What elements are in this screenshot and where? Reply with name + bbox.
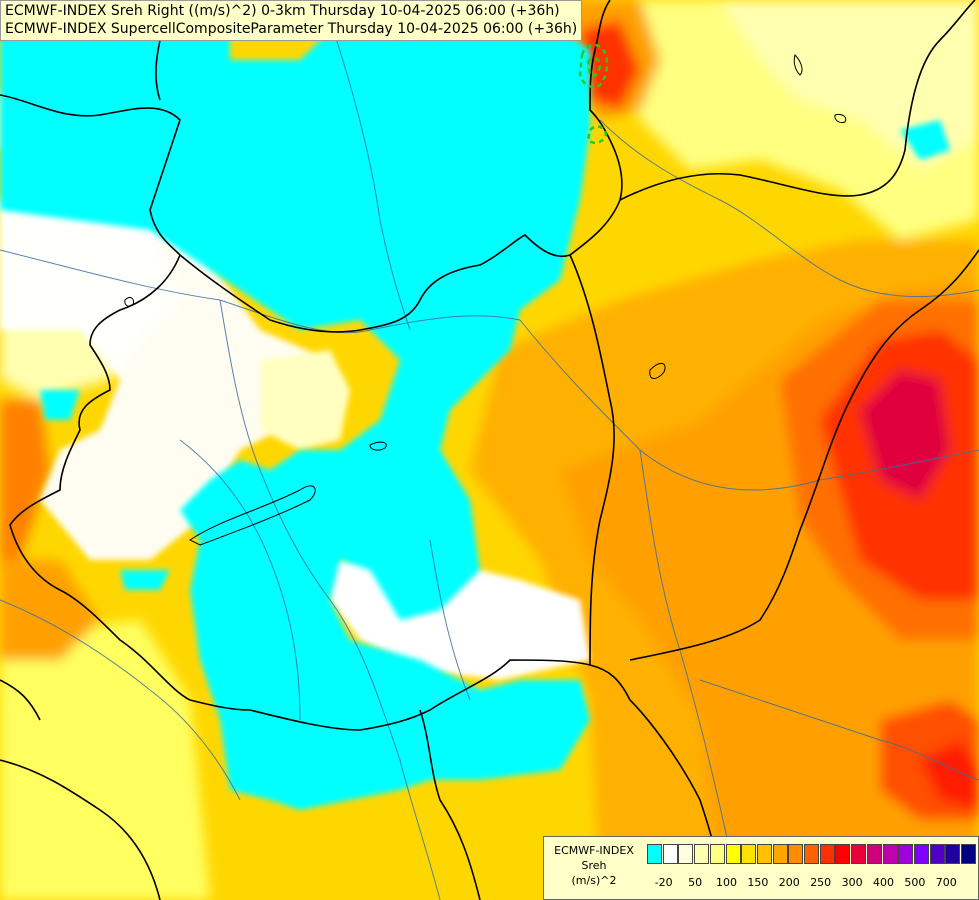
legend-tick-label: 400 bbox=[873, 876, 894, 889]
legend-swatch bbox=[788, 844, 804, 864]
legend-swatch bbox=[756, 844, 772, 864]
legend-swatch bbox=[694, 844, 710, 864]
legend-tick-label: -20 bbox=[654, 876, 673, 889]
legend-tick-label: 500 bbox=[904, 876, 926, 889]
map-title-box: ECMWF-INDEX Sreh Right ((m/s)^2) 0-3km T… bbox=[0, 0, 583, 41]
legend-swatch bbox=[709, 844, 725, 864]
title-line-sreh: ECMWF-INDEX Sreh Right ((m/s)^2) 0-3km T… bbox=[5, 3, 560, 19]
legend-tick-label: 700 bbox=[935, 876, 957, 889]
legend-swatch bbox=[725, 844, 741, 864]
legend-swatch bbox=[804, 844, 819, 864]
legend-swatch bbox=[851, 844, 867, 864]
legend-variable: Sreh bbox=[581, 859, 607, 872]
supercell-contours bbox=[578, 43, 609, 145]
legend-label: ECMWF-INDEX Sreh (m/s)^2 bbox=[544, 843, 644, 888]
legend-tick-label: 100 bbox=[716, 876, 737, 889]
legend-tick-label: 50 bbox=[688, 876, 703, 889]
legend-swatch bbox=[913, 844, 929, 864]
legend-swatch bbox=[647, 844, 662, 864]
legend-tick-label: 150 bbox=[747, 876, 769, 889]
legend-swatch bbox=[678, 844, 694, 864]
legend-tick-label: 200 bbox=[778, 876, 800, 889]
legend-swatch bbox=[898, 844, 914, 864]
legend-swatch bbox=[662, 844, 678, 864]
rivers bbox=[0, 19, 979, 900]
legend-swatch bbox=[961, 844, 976, 864]
legend-swatch bbox=[741, 844, 757, 864]
legend-swatch bbox=[929, 844, 945, 864]
legend-tick-label: 250 bbox=[810, 876, 832, 889]
legend-swatch bbox=[835, 844, 851, 864]
legend-swatch bbox=[882, 844, 898, 864]
legend-source: ECMWF-INDEX bbox=[554, 844, 634, 857]
legend-swatch bbox=[772, 844, 788, 864]
legend-unit: (m/s)^2 bbox=[571, 874, 617, 887]
legend-swatch bbox=[945, 844, 961, 864]
color-legend: ECMWF-INDEX Sreh (m/s)^2 -20 50 100 150 200 2… bbox=[543, 836, 979, 900]
legend-swatch bbox=[866, 844, 882, 864]
legend-tick-label: 300 bbox=[841, 876, 863, 889]
lakes bbox=[124, 54, 847, 546]
legend-swatch bbox=[819, 844, 835, 864]
title-line-supercell: ECMWF-INDEX SupercellCompositeParameter … bbox=[5, 21, 578, 37]
